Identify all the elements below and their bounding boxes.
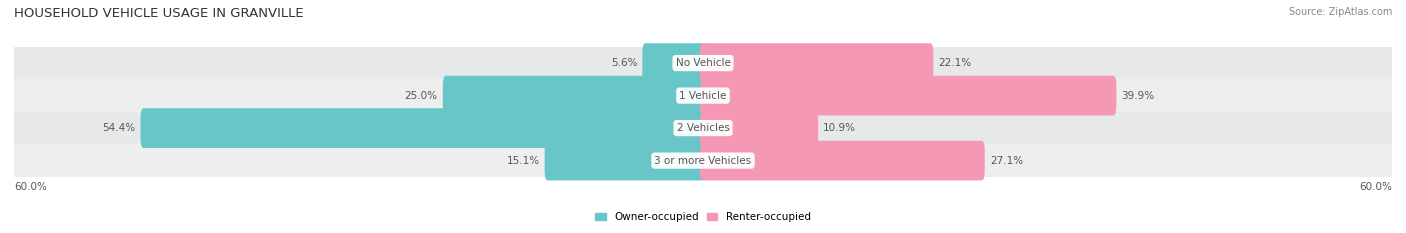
Text: 10.9%: 10.9% (824, 123, 856, 133)
FancyBboxPatch shape (14, 144, 1392, 177)
FancyBboxPatch shape (141, 108, 706, 148)
FancyBboxPatch shape (700, 108, 818, 148)
Text: 1 Vehicle: 1 Vehicle (679, 91, 727, 101)
Text: 22.1%: 22.1% (938, 58, 972, 68)
FancyBboxPatch shape (643, 43, 706, 83)
Text: HOUSEHOLD VEHICLE USAGE IN GRANVILLE: HOUSEHOLD VEHICLE USAGE IN GRANVILLE (14, 7, 304, 20)
FancyBboxPatch shape (700, 76, 1116, 115)
FancyBboxPatch shape (443, 76, 706, 115)
Text: Source: ZipAtlas.com: Source: ZipAtlas.com (1288, 7, 1392, 17)
FancyBboxPatch shape (544, 141, 706, 180)
Text: 39.9%: 39.9% (1122, 91, 1154, 101)
Text: 3 or more Vehicles: 3 or more Vehicles (654, 156, 752, 166)
Text: 27.1%: 27.1% (990, 156, 1024, 166)
Text: 25.0%: 25.0% (405, 91, 437, 101)
Legend: Owner-occupied, Renter-occupied: Owner-occupied, Renter-occupied (595, 212, 811, 222)
FancyBboxPatch shape (700, 43, 934, 83)
Text: 60.0%: 60.0% (1360, 182, 1392, 192)
FancyBboxPatch shape (700, 141, 984, 180)
FancyBboxPatch shape (14, 112, 1392, 144)
Text: 5.6%: 5.6% (610, 58, 637, 68)
FancyBboxPatch shape (14, 47, 1392, 79)
Text: 60.0%: 60.0% (14, 182, 46, 192)
Text: No Vehicle: No Vehicle (675, 58, 731, 68)
FancyBboxPatch shape (14, 79, 1392, 112)
Text: 54.4%: 54.4% (103, 123, 135, 133)
Text: 15.1%: 15.1% (506, 156, 540, 166)
Text: 2 Vehicles: 2 Vehicles (676, 123, 730, 133)
